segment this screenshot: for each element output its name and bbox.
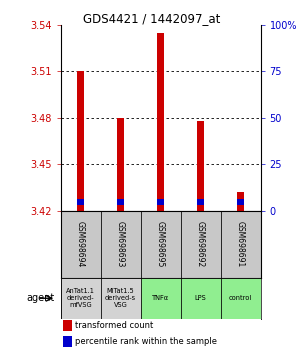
Text: AnTat1.1
derived-
mfVSG: AnTat1.1 derived- mfVSG	[66, 288, 95, 308]
Text: MiTat1.5
derived-s
VSG: MiTat1.5 derived-s VSG	[105, 288, 136, 308]
Bar	[157, 33, 164, 211]
Bar	[117, 118, 124, 211]
Bar	[221, 211, 261, 278]
Text: control: control	[229, 295, 252, 301]
Bar	[237, 199, 244, 205]
Bar	[77, 71, 84, 211]
Bar	[197, 121, 204, 211]
Bar	[237, 192, 244, 211]
Text: TNFα: TNFα	[152, 295, 169, 301]
Text: LPS: LPS	[195, 295, 206, 301]
Bar	[141, 211, 181, 278]
Bar	[61, 278, 101, 319]
Bar	[221, 278, 261, 319]
Text: GDS4421 / 1442097_at: GDS4421 / 1442097_at	[83, 12, 220, 25]
Text: GSM698695: GSM698695	[156, 221, 165, 268]
Bar	[77, 199, 84, 205]
Text: agent: agent	[26, 293, 55, 303]
Bar	[141, 278, 181, 319]
Bar	[181, 278, 221, 319]
Bar	[101, 278, 141, 319]
Bar	[63, 320, 72, 331]
Text: GSM698694: GSM698694	[76, 221, 85, 268]
Bar	[101, 211, 141, 278]
Text: GSM698692: GSM698692	[196, 221, 205, 267]
Bar	[61, 211, 101, 278]
Text: GSM698693: GSM698693	[116, 221, 125, 268]
Text: transformed count: transformed count	[75, 321, 153, 330]
Bar	[197, 199, 204, 205]
Bar	[157, 199, 164, 205]
Text: GSM698691: GSM698691	[236, 221, 245, 267]
Bar	[117, 199, 124, 205]
Bar	[181, 211, 221, 278]
Bar	[63, 336, 72, 347]
Text: percentile rank within the sample: percentile rank within the sample	[75, 337, 217, 346]
